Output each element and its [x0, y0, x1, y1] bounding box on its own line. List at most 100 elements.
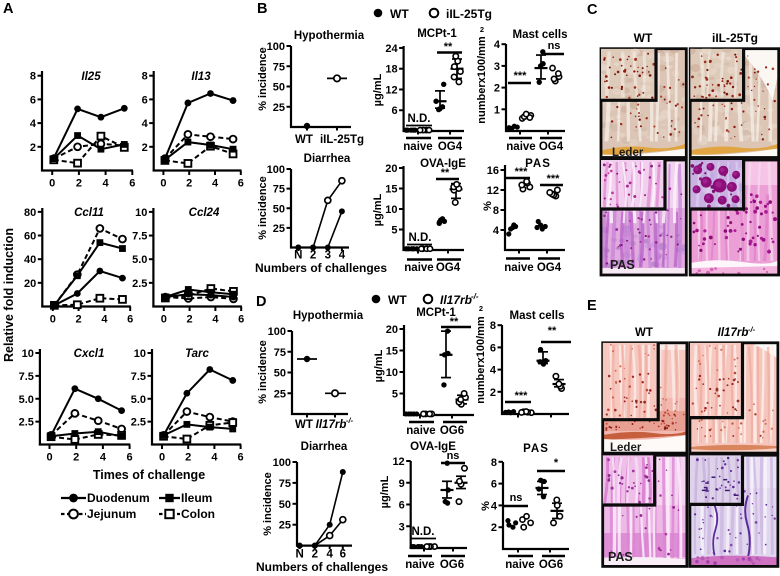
svg-text:µg/mL: µg/mL [372, 73, 384, 106]
svg-text:Ccl11: Ccl11 [74, 207, 104, 219]
svg-text:4: 4 [326, 549, 333, 561]
svg-text:10: 10 [22, 348, 34, 360]
svg-text:100: 100 [267, 41, 285, 53]
svg-text:100: 100 [267, 164, 285, 176]
svg-text:***: *** [515, 390, 529, 402]
svg-text:Times of challenge: Times of challenge [93, 468, 205, 482]
svg-text:24: 24 [385, 43, 398, 55]
svg-text:15: 15 [385, 184, 397, 196]
svg-text:2: 2 [312, 549, 318, 561]
svg-text:15: 15 [386, 346, 398, 358]
svg-text:% incidence: % incidence [257, 47, 269, 111]
svg-text:Diarrhea: Diarrhea [301, 441, 348, 453]
svg-text:Leder: Leder [612, 147, 644, 159]
svg-text:20: 20 [385, 163, 397, 175]
svg-text:50: 50 [273, 82, 285, 94]
svg-text:OG6: OG6 [539, 559, 563, 571]
svg-text:B: B [257, 1, 267, 17]
svg-text:12: 12 [385, 84, 397, 96]
svg-text:OVA-IgE: OVA-IgE [420, 158, 466, 170]
svg-text:µg/mL: µg/mL [373, 349, 385, 382]
svg-text:6: 6 [490, 342, 496, 354]
svg-text:5: 5 [391, 225, 397, 237]
svg-text:10: 10 [135, 207, 147, 219]
svg-text:2: 2 [142, 142, 148, 154]
svg-text:PAS: PAS [525, 158, 551, 170]
svg-text:A: A [3, 1, 14, 17]
svg-text:µg/mL: µg/mL [372, 193, 384, 226]
svg-text:25: 25 [273, 223, 285, 235]
svg-text:4: 4 [101, 314, 108, 326]
svg-text:WT: WT [634, 31, 653, 45]
svg-text:naive: naive [505, 559, 534, 571]
svg-text:Ileum: Ileum [181, 491, 212, 505]
svg-text:Diarrhea: Diarrhea [304, 153, 351, 165]
svg-text:N.D.: N.D. [409, 232, 432, 244]
svg-text:6: 6 [30, 94, 36, 106]
svg-text:4: 4 [494, 39, 501, 51]
svg-text:ns: ns [447, 450, 460, 462]
svg-text:10: 10 [386, 367, 398, 379]
svg-text:WT: WT [635, 327, 653, 339]
svg-text:MCPt-1: MCPt-1 [417, 28, 457, 40]
svg-text:N: N [295, 549, 303, 561]
svg-text:4: 4 [142, 118, 149, 130]
svg-text:% incidence: % incidence [257, 176, 269, 240]
svg-text:numberx100/mm: numberx100/mm [475, 316, 487, 404]
svg-text:-/-: -/- [748, 325, 756, 334]
svg-text:2: 2 [73, 452, 79, 464]
svg-text:Hypothermia: Hypothermia [293, 310, 364, 322]
svg-text:***: *** [515, 166, 529, 178]
svg-text:18: 18 [385, 64, 397, 76]
svg-text:OG4: OG4 [438, 141, 463, 153]
svg-text:6: 6 [399, 500, 405, 512]
svg-text:2: 2 [76, 314, 82, 326]
svg-text:WT: WT [390, 7, 409, 21]
svg-text:E: E [587, 298, 597, 314]
svg-text:8: 8 [490, 320, 496, 332]
svg-text:PAS: PAS [608, 550, 633, 564]
svg-text:9: 9 [399, 478, 405, 490]
svg-text:naive: naive [406, 425, 435, 437]
svg-text:Ccl24: Ccl24 [189, 207, 220, 219]
svg-text:75: 75 [273, 61, 285, 73]
svg-text:Numbers of challenges: Numbers of challenges [255, 261, 387, 275]
svg-text:Jejunum: Jejunum [87, 507, 136, 521]
svg-text:4: 4 [212, 178, 219, 190]
svg-text:N.D.: N.D. [412, 526, 435, 538]
svg-text:Numbers of challenges: Numbers of challenges [256, 560, 388, 574]
svg-text:0: 0 [49, 178, 55, 190]
svg-text:***: *** [514, 70, 528, 82]
svg-text:100: 100 [273, 457, 291, 469]
svg-text:**: ** [444, 41, 453, 53]
svg-text:Tarc: Tarc [185, 348, 209, 360]
svg-text:6: 6 [340, 549, 346, 561]
svg-text:80: 80 [24, 207, 36, 219]
svg-text:Mast cells: Mast cells [513, 29, 568, 41]
svg-text:6: 6 [238, 314, 244, 326]
svg-text:6: 6 [391, 105, 397, 117]
svg-text:2.5: 2.5 [131, 417, 146, 429]
svg-text:OG6: OG6 [440, 559, 464, 571]
svg-text:WT: WT [295, 419, 313, 431]
svg-text:2: 2 [490, 387, 496, 399]
svg-text:naive: naive [506, 141, 535, 153]
svg-text:Il17rb: Il17rb [718, 327, 749, 339]
svg-text:OVA-IgE: OVA-IgE [410, 441, 456, 453]
svg-text:iIL-25Tg: iIL-25Tg [712, 31, 758, 45]
svg-text:2: 2 [480, 25, 484, 34]
svg-text:3: 3 [325, 250, 331, 262]
svg-text:60: 60 [24, 231, 36, 243]
svg-text:2.5: 2.5 [19, 417, 34, 429]
svg-text:20: 20 [24, 278, 36, 290]
svg-text:*: * [554, 457, 559, 469]
svg-text:naive: naive [504, 262, 533, 274]
svg-text:%: % [480, 501, 492, 511]
svg-text:PAS: PAS [610, 258, 635, 272]
svg-text:3: 3 [494, 61, 500, 73]
svg-text:4: 4 [212, 314, 219, 326]
svg-text:2: 2 [479, 304, 483, 313]
svg-text:4: 4 [30, 118, 37, 130]
svg-text:8: 8 [142, 71, 148, 83]
svg-text:Colon: Colon [181, 507, 215, 521]
